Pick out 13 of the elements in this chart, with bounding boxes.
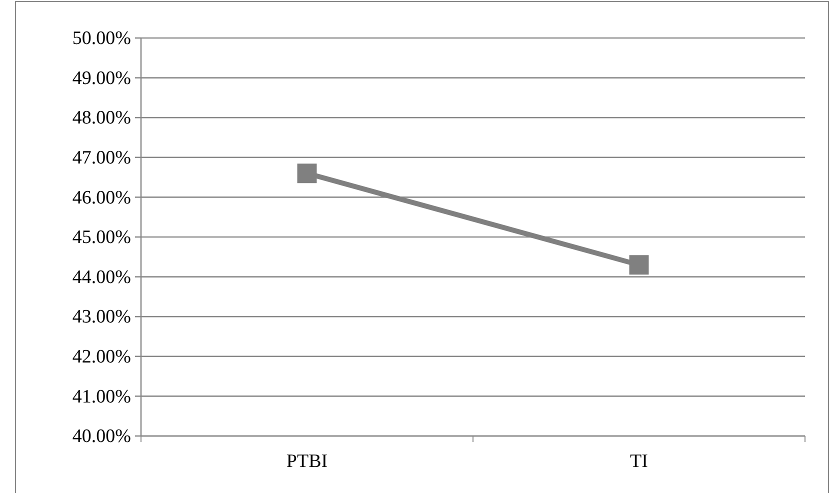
y-tick-label: 40.00% xyxy=(72,426,132,448)
y-tick-label: 44.00% xyxy=(72,266,132,288)
x-tick-label: PTBI xyxy=(286,451,328,472)
y-tick-label: 50.00% xyxy=(72,28,132,50)
y-tick-label: 49.00% xyxy=(72,68,132,89)
y-tick-label: 46.00% xyxy=(72,187,132,208)
y-tick-label: 47.00% xyxy=(72,147,132,168)
x-tick-label: TI xyxy=(630,451,648,472)
y-tick-label: 43.00% xyxy=(72,306,132,328)
y-tick-label: 42.00% xyxy=(72,346,132,368)
y-tick-label: 48.00% xyxy=(72,108,132,129)
y-tick-label: 45.00% xyxy=(72,227,132,248)
y-tick-label: 41.00% xyxy=(72,386,132,408)
